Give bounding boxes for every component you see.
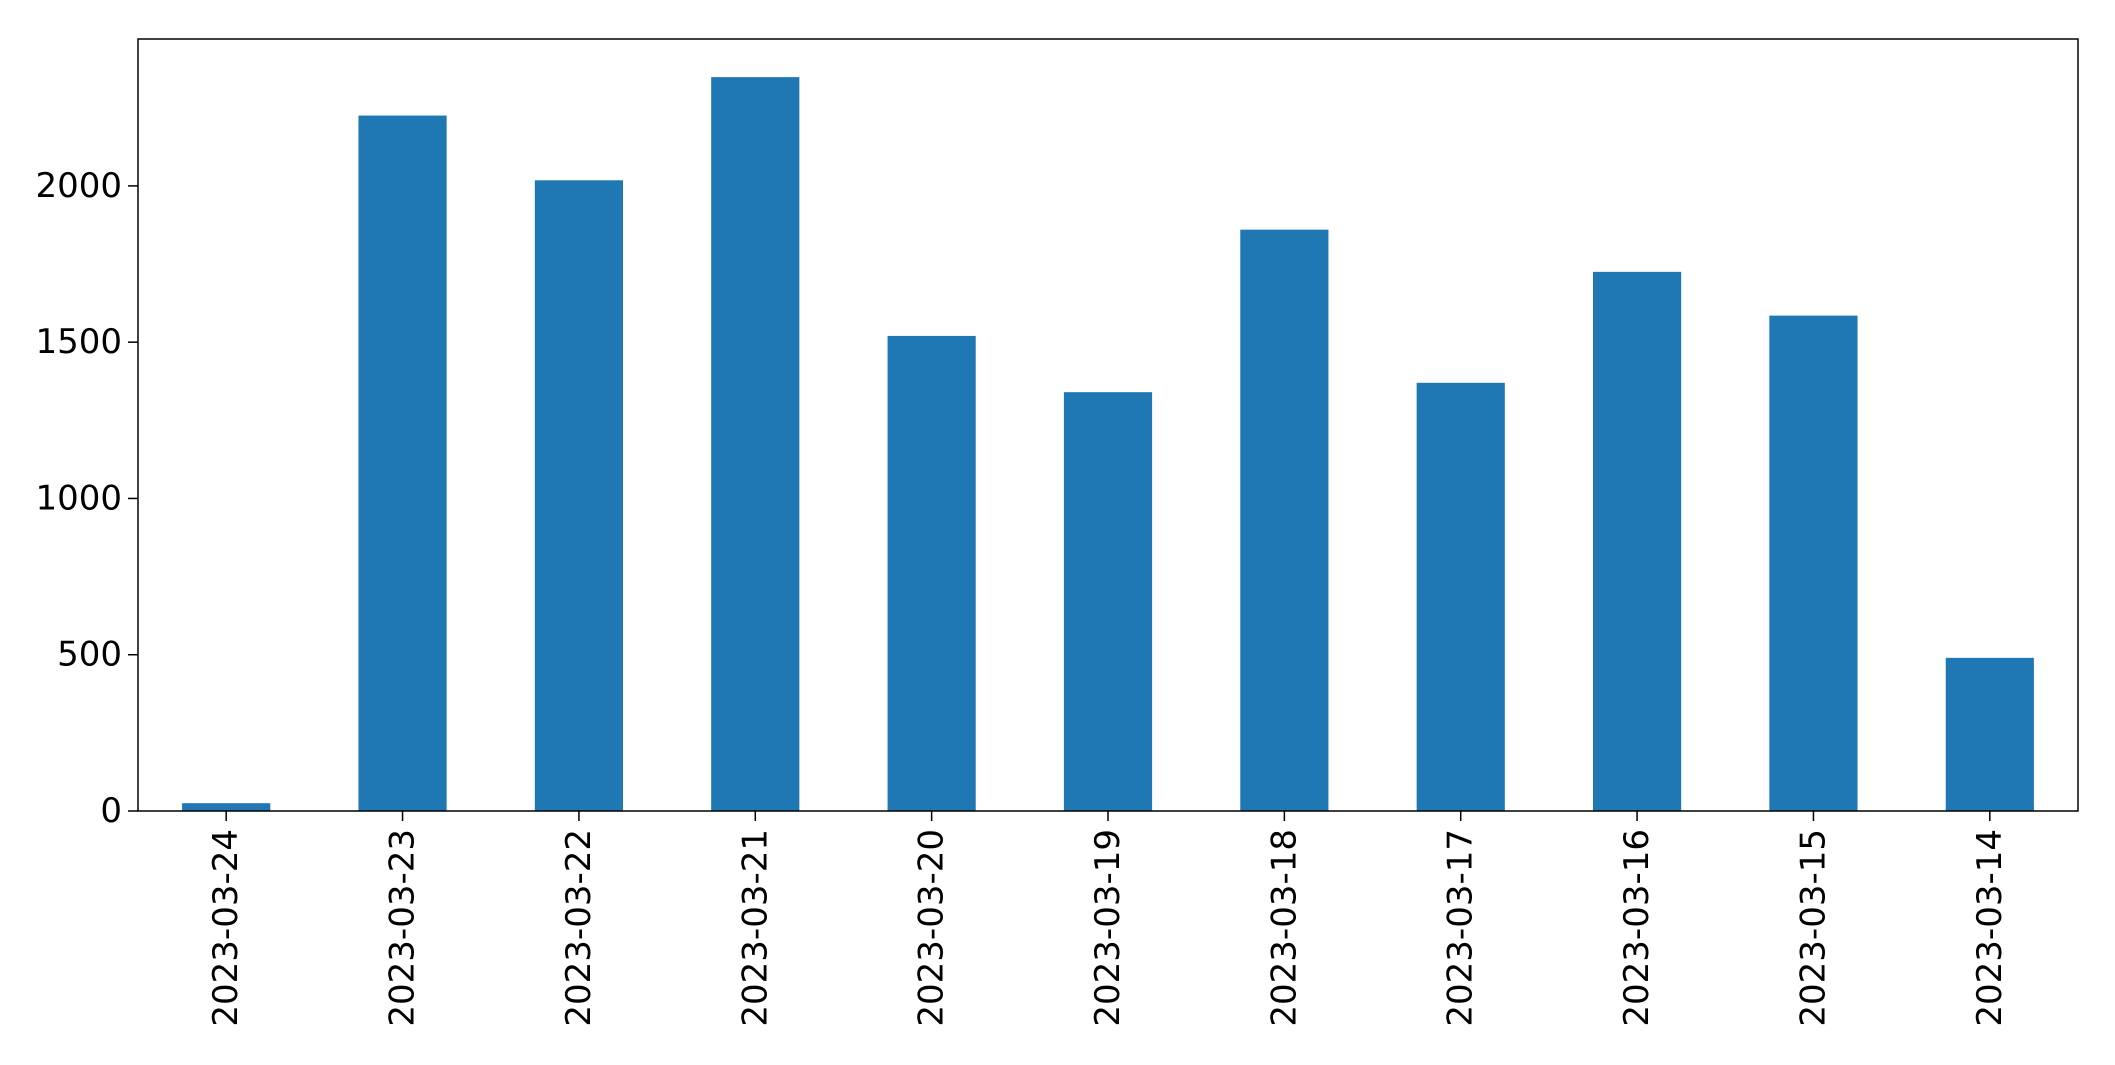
bars-layer xyxy=(182,77,2034,812)
y-tick-label: 1500 xyxy=(35,322,122,362)
y-tick-label: 500 xyxy=(57,635,122,675)
x-tick-label: 2023-03-22 xyxy=(559,829,599,1027)
bar-2023-03-23 xyxy=(358,115,447,811)
x-tick-label: 2023-03-19 xyxy=(1088,829,1128,1027)
x-axis: 2023-03-24 2023-03-23 2023-03-22 2023-03-21… xyxy=(206,811,2010,1027)
x-tick-label: 2023-03-20 xyxy=(912,829,952,1027)
y-axis: 0 500 1000 1500 2000 xyxy=(35,166,138,831)
bar-2023-03-19 xyxy=(1063,392,1153,811)
bar-2023-03-15 xyxy=(1769,315,1858,811)
x-tick-label: 2023-03-17 xyxy=(1441,829,1481,1027)
bar-2023-03-22 xyxy=(534,180,623,811)
x-tick-label: 2023-03-14 xyxy=(1970,829,2010,1027)
bar-2023-03-20 xyxy=(887,335,976,811)
y-tick-label: 0 xyxy=(100,791,122,831)
x-tick-label: 2023-03-23 xyxy=(383,829,423,1027)
bar-2023-03-16 xyxy=(1593,271,1682,812)
bar-2023-03-17 xyxy=(1416,382,1505,811)
x-tick-label: 2023-03-15 xyxy=(1793,829,1833,1027)
y-tick-label: 2000 xyxy=(35,166,122,206)
x-tick-label: 2023-03-24 xyxy=(206,829,246,1027)
bar-2023-03-14 xyxy=(1945,657,2034,811)
bar-2023-03-21 xyxy=(711,77,800,811)
bar-2023-03-24 xyxy=(182,803,271,811)
x-tick-label: 2023-03-18 xyxy=(1264,829,1304,1027)
y-tick-label: 1000 xyxy=(35,478,122,518)
x-tick-label: 2023-03-16 xyxy=(1617,829,1657,1027)
plot-frame xyxy=(137,38,2079,812)
x-tick-label: 2023-03-21 xyxy=(735,829,775,1027)
bar-2023-03-18 xyxy=(1240,229,1329,811)
